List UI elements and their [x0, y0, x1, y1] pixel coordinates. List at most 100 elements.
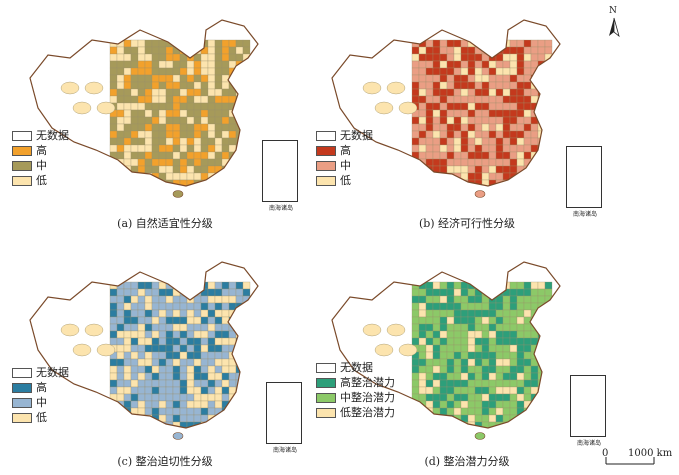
region-cell: [446, 295, 455, 304]
region-cell: [439, 309, 448, 318]
region-cell: [214, 414, 223, 423]
region-cell: [488, 123, 497, 132]
region-cell: [123, 309, 132, 318]
region-cell: [537, 109, 546, 118]
region-cell: [453, 386, 462, 395]
region-cell: [123, 81, 132, 90]
region-cell: [425, 144, 434, 153]
legend-item: 无数据: [316, 128, 373, 143]
region-cell: [418, 165, 427, 174]
region-patch: [398, 101, 418, 115]
region-cell: [243, 187, 250, 194]
region-cell: [544, 421, 553, 428]
region-cell: [418, 46, 427, 55]
region-cell: [235, 67, 244, 76]
region-cell: [474, 172, 483, 181]
region-cell: [537, 179, 546, 186]
region-cell: [242, 323, 251, 332]
region-cell: [151, 288, 160, 297]
region-cell: [503, 187, 510, 194]
region-cell: [495, 330, 504, 339]
region-cell: [460, 400, 469, 409]
region-cell: [193, 144, 202, 153]
region-cell: [200, 393, 209, 402]
region-cell: [214, 172, 223, 181]
region-cell: [109, 414, 118, 423]
region-cell: [502, 158, 511, 167]
region-cell: [242, 400, 251, 409]
region-cell: [523, 116, 532, 125]
region-cell: [460, 60, 469, 69]
region-cell: [179, 309, 188, 318]
region-cell: [412, 429, 419, 436]
region-cell: [481, 144, 490, 153]
region-cell: [488, 151, 497, 160]
region-cell: [453, 144, 462, 153]
region-cell: [165, 337, 174, 346]
region-cell: [109, 330, 118, 339]
region-cell: [137, 414, 146, 423]
region-cell: [123, 351, 132, 360]
region-cell: [179, 109, 188, 118]
region-cell: [193, 372, 202, 381]
region-cell: [123, 421, 132, 428]
region-cell: [432, 372, 441, 381]
region-cell: [411, 407, 420, 416]
region-cell: [123, 102, 132, 111]
region-cell: [130, 393, 139, 402]
region-cell: [418, 330, 427, 339]
region-cell: [432, 351, 441, 360]
region-cell: [214, 281, 223, 290]
region-cell: [165, 88, 174, 97]
region-cell: [193, 130, 202, 139]
region-cell: [439, 407, 448, 416]
region-cell: [222, 187, 229, 194]
region-cell: [137, 95, 146, 104]
region-cell: [228, 172, 237, 181]
region-cell: [474, 123, 483, 132]
region-cell: [165, 351, 174, 360]
region-cell: [138, 187, 145, 194]
region-cell: [425, 400, 434, 409]
region-cell: [221, 421, 230, 428]
region-cell: [172, 344, 181, 353]
legend-c: 无数据 高 中 低: [12, 365, 69, 425]
region-cell: [425, 344, 434, 353]
region-cell: [509, 358, 518, 367]
region-cell: [200, 95, 209, 104]
region-cell: [214, 74, 223, 83]
region-cell: [474, 400, 483, 409]
region-cell: [214, 137, 223, 146]
region-cell: [130, 116, 139, 125]
region-cell: [502, 316, 511, 325]
region-cell: [179, 102, 188, 111]
region-cell: [235, 421, 244, 428]
region-cell: [214, 379, 223, 388]
region-cell: [242, 116, 251, 125]
region-cell: [481, 172, 490, 181]
region-cell: [439, 344, 448, 353]
region-cell: [207, 379, 216, 388]
region-cell: [453, 302, 462, 311]
region-cell: [509, 393, 518, 402]
region-cell: [446, 109, 455, 118]
region-cell: [228, 165, 237, 174]
region-cell: [158, 158, 167, 167]
region-cell: [123, 95, 132, 104]
region-cell: [158, 53, 167, 62]
region-cell: [432, 60, 441, 69]
region-cell: [509, 330, 518, 339]
region-cell: [242, 414, 251, 423]
region-cell: [474, 372, 483, 381]
region-cell: [453, 102, 462, 111]
region-cell: [144, 288, 153, 297]
region-cell: [116, 379, 125, 388]
region-cell: [214, 358, 223, 367]
region-cell: [467, 123, 476, 132]
region-cell: [151, 179, 160, 186]
region-cell: [151, 158, 160, 167]
region-cell: [137, 379, 146, 388]
legend-swatch: [12, 145, 32, 156]
region-cell: [418, 393, 427, 402]
region-cell: [453, 407, 462, 416]
